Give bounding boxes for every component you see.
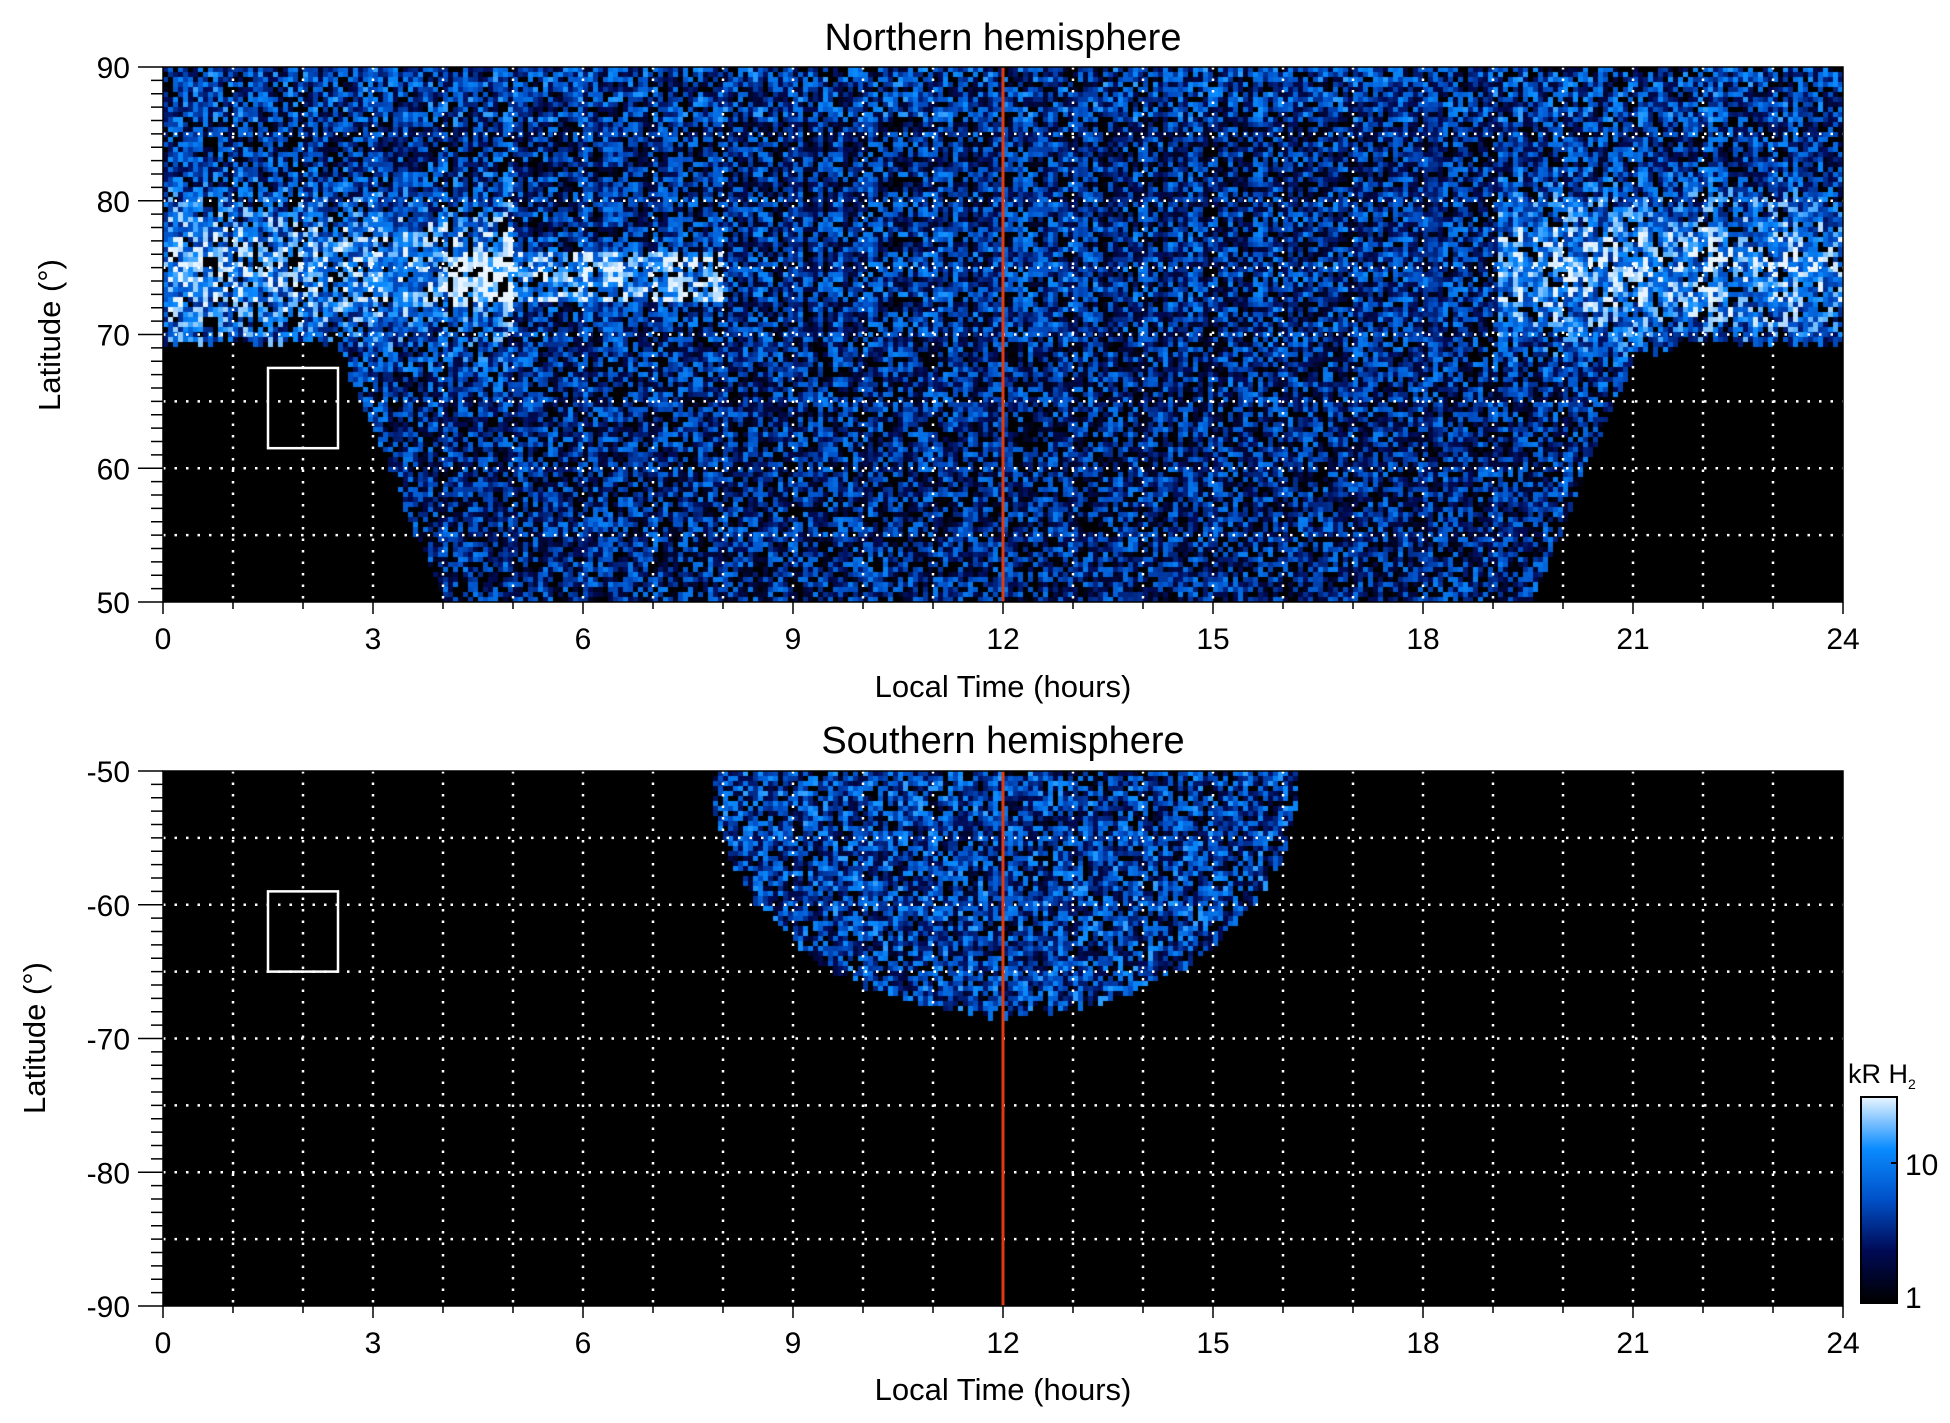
y-tick-label: -50 [87, 756, 130, 789]
x-tick-label: 12 [986, 1327, 1019, 1360]
x-tick-label: 24 [1826, 623, 1859, 656]
y-tick-label: 80 [97, 186, 130, 219]
x-tick-label: 6 [575, 623, 592, 656]
x-tick-label: 0 [155, 623, 172, 656]
y-tick-label: 50 [97, 587, 130, 620]
colorbar-tick-label: 10 [1905, 1149, 1938, 1182]
highlight-box [266, 366, 340, 450]
highlight-box [266, 890, 340, 973]
y-tick-label: 70 [97, 320, 130, 353]
x-tick-label: 18 [1406, 1327, 1439, 1360]
y-tick-label: 60 [97, 453, 130, 486]
x-tick-label: 15 [1196, 623, 1229, 656]
x-tick-label: 12 [986, 623, 1019, 656]
x-tick-label: 21 [1616, 1327, 1649, 1360]
north-ylabel: Latitude (°) [32, 259, 67, 411]
y-tick-label: -90 [87, 1291, 130, 1324]
x-tick-label: 9 [785, 1327, 802, 1360]
south-ylabel: Latitude (°) [17, 962, 52, 1114]
y-tick-label: -60 [87, 890, 130, 923]
x-tick-label: 3 [365, 1327, 382, 1360]
colorbar-gradient [1861, 1097, 1897, 1303]
x-tick-label: 24 [1826, 1327, 1859, 1360]
x-tick-label: 21 [1616, 623, 1649, 656]
north-title: Northern hemisphere [825, 17, 1182, 59]
x-tick-label: 18 [1406, 623, 1439, 656]
colorbar-tick-label: 1 [1905, 1282, 1922, 1315]
colorbar-label: kR H2 [1848, 1059, 1916, 1092]
colorbar-frame [1860, 1096, 1898, 1304]
south-title: Southern hemisphere [821, 720, 1184, 762]
south-xlabel: Local Time (hours) [875, 1372, 1132, 1407]
north-xlabel: Local Time (hours) [875, 669, 1132, 704]
x-tick-label: 15 [1196, 1327, 1229, 1360]
x-tick-label: 9 [785, 623, 802, 656]
x-tick-label: 3 [365, 623, 382, 656]
y-tick-label: -70 [87, 1024, 130, 1057]
x-tick-label: 6 [575, 1327, 592, 1360]
x-tick-label: 0 [155, 1327, 172, 1360]
y-tick-label: -80 [87, 1157, 130, 1190]
y-tick-label: 90 [97, 52, 130, 85]
